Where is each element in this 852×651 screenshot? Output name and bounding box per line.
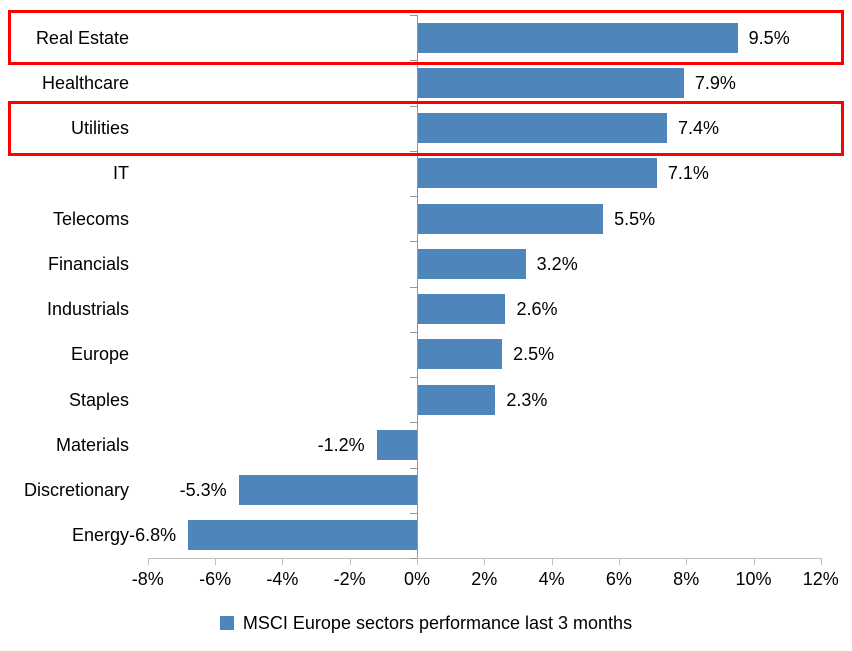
value-label: 5.5% [614, 208, 656, 229]
bar [238, 475, 417, 506]
category-label: Financials [47, 253, 129, 274]
x-tick [417, 558, 418, 565]
category-label: Real Estate [35, 27, 129, 48]
value-label: 7.1% [667, 163, 709, 184]
value-label: -1.2% [317, 434, 365, 455]
x-tick-label: 0% [403, 569, 431, 589]
x-tick-label: 8% [673, 569, 700, 589]
category-tick [410, 422, 417, 424]
x-tick-label: 6% [605, 569, 632, 589]
category-label: Staples [68, 389, 129, 410]
value-label: 9.5% [748, 27, 790, 48]
bar [418, 384, 496, 415]
category-label: Telecoms [52, 208, 129, 229]
highlight-box [8, 100, 844, 156]
x-tick [282, 558, 284, 565]
category-label: Industrials [46, 299, 129, 320]
category-tick [410, 512, 417, 514]
value-label: 2.3% [506, 389, 548, 410]
value-label: 2.5% [513, 344, 555, 365]
category-tick [410, 15, 417, 16]
x-tick [686, 558, 688, 565]
bar [418, 67, 684, 98]
x-tick-label: -6% [199, 569, 232, 589]
x-tick [349, 558, 351, 565]
x-tick-label: -4% [266, 569, 299, 589]
category-tick [410, 196, 417, 197]
category-label: Utilities [70, 118, 129, 139]
category-label: IT [113, 163, 129, 184]
x-tick-label: 10% [735, 569, 772, 589]
category-tick [410, 377, 417, 378]
value-label: -5.3% [179, 480, 227, 501]
category-tick [410, 286, 417, 288]
bar [418, 294, 506, 325]
value-label: 3.2% [536, 253, 578, 274]
x-tick-label: 12% [802, 569, 839, 589]
category-tick [410, 241, 417, 243]
category-tick [410, 558, 417, 559]
category-axis-line [417, 15, 418, 558]
category-label: Materials [55, 434, 129, 455]
x-tick [215, 558, 217, 565]
value-label: -6.8% [129, 525, 177, 546]
category-label: Energy [71, 525, 129, 546]
x-tick [147, 558, 149, 565]
category-tick [410, 60, 417, 62]
bar [418, 113, 667, 144]
x-tick [820, 558, 822, 565]
bar [418, 22, 738, 53]
category-label: Discretionary [23, 480, 129, 501]
x-tick [618, 558, 620, 565]
bar [188, 520, 417, 551]
category-label: Healthcare [41, 72, 129, 93]
x-tick [551, 558, 553, 565]
value-label: 7.4% [678, 118, 720, 139]
bar [418, 339, 503, 370]
x-tick-label: -8% [131, 569, 164, 589]
category-tick [410, 105, 417, 107]
value-label: 7.9% [694, 72, 736, 93]
category-tick [410, 331, 417, 333]
legend-marker-icon [219, 616, 234, 630]
category-label: Europe [70, 344, 129, 365]
x-tick-label: 2% [471, 569, 498, 589]
bar [418, 203, 604, 234]
x-tick [753, 558, 755, 565]
category-tick [410, 467, 417, 469]
bar [418, 248, 526, 279]
bar [418, 158, 657, 189]
bar [376, 429, 417, 460]
legend: MSCI Europe sectors performance last 3 m… [0, 612, 852, 634]
value-label: 2.6% [516, 299, 558, 320]
x-tick-label: 4% [538, 569, 565, 589]
category-tick [410, 150, 417, 152]
highlight-box [8, 10, 844, 66]
legend-label: MSCI Europe sectors performance last 3 m… [242, 613, 633, 633]
x-tick-label: -2% [333, 569, 366, 589]
x-tick [484, 558, 486, 565]
